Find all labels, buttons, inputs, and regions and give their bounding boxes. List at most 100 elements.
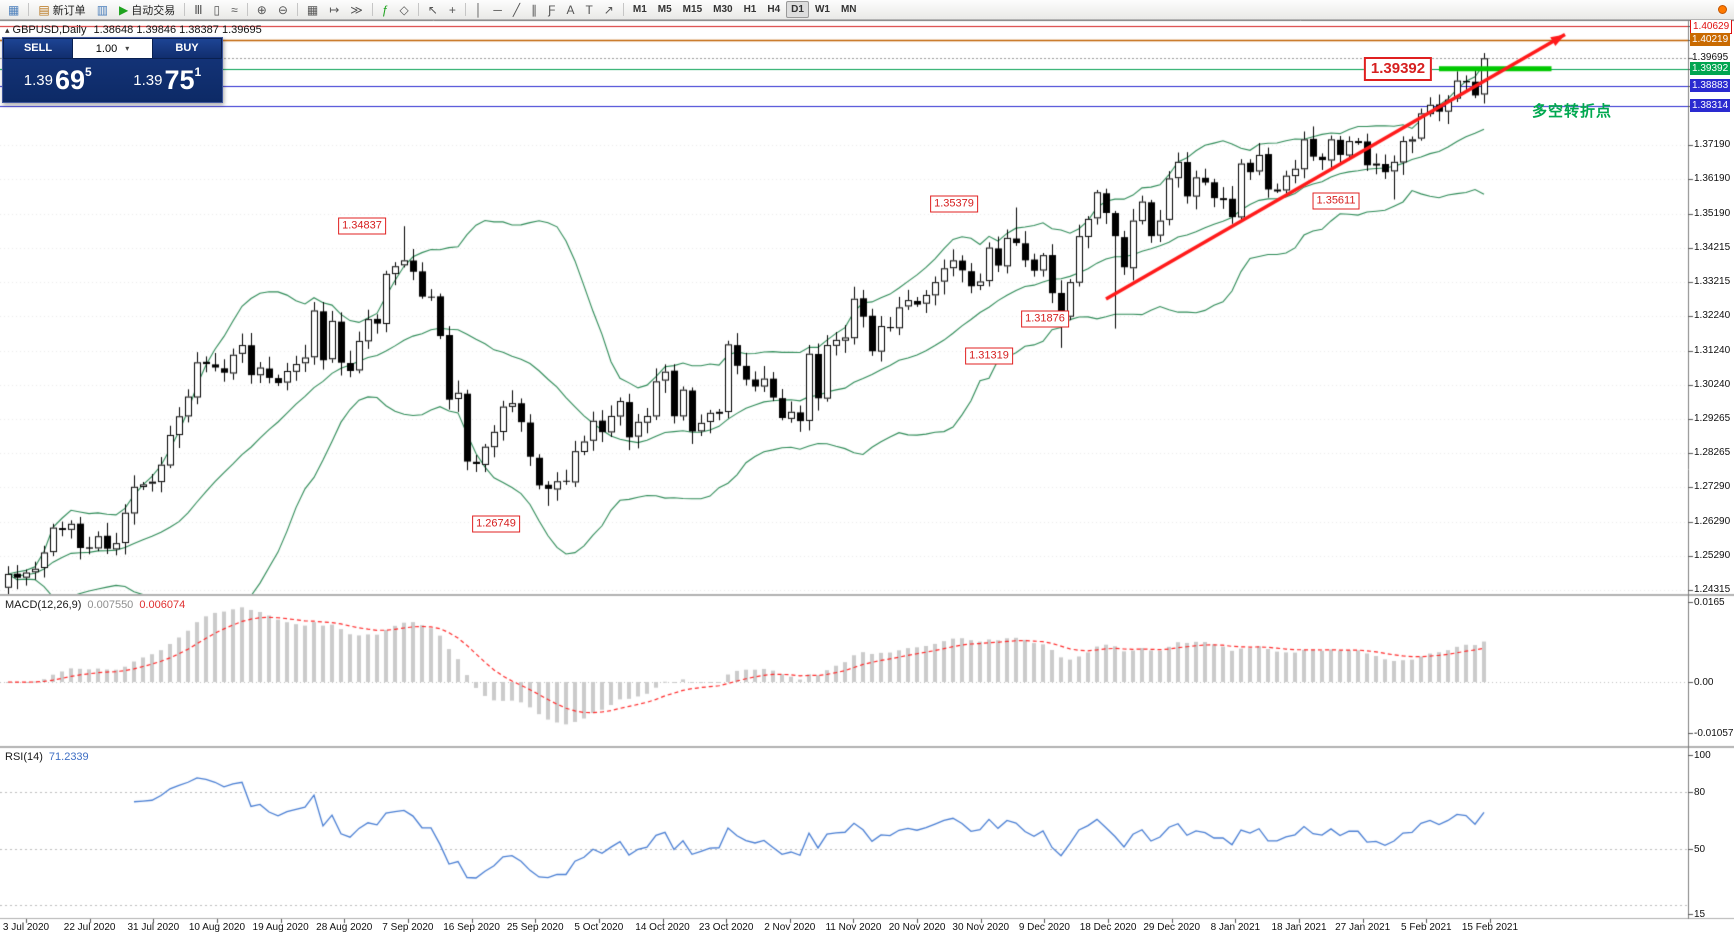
- auto-scroll-icon: ↦: [329, 2, 340, 17]
- chart-list-button[interactable]: ▥: [92, 1, 113, 18]
- sell-price[interactable]: 1.39 69 5: [3, 59, 113, 102]
- date-tick-label: 5 Oct 2020: [574, 922, 624, 933]
- auto-scroll-button[interactable]: ↦: [324, 1, 344, 18]
- timeframe-m5-button[interactable]: M5: [657, 4, 672, 15]
- price-tick-label: 1.28265: [1694, 447, 1731, 459]
- date-tick-label: 15 Feb 2021: [1461, 922, 1519, 933]
- date-tick-label: 16 Sep 2020: [443, 922, 500, 933]
- date-tick-label: 23 Oct 2020: [698, 922, 754, 933]
- chart-window-button[interactable]: ▦: [3, 1, 24, 18]
- autotrading-button[interactable]: ▶ 自动交易: [114, 1, 180, 18]
- tile-windows-button[interactable]: ▦: [302, 1, 323, 18]
- zoom-in-button[interactable]: ⊕: [252, 1, 272, 18]
- price-annotation[interactable]: 1.26749: [472, 515, 520, 533]
- main-toolbar: ▦ ▤ 新订单 ▥ ▶ 自动交易 Ⅲ ▯ ≈ ⊕ ⊖ ▦ ↦ ≫ ƒ ◇ ↖ + │ ─ ╱ ∥ Ƒ A T ↗ M1 M5 M15 M3…: [0, 0, 1734, 20]
- bar-chart-button[interactable]: Ⅲ: [189, 1, 207, 18]
- vertical-line-icon: │: [474, 2, 483, 17]
- price-annotation[interactable]: 1.39392: [1363, 56, 1433, 81]
- trendline-icon: ╱: [512, 2, 521, 17]
- fibonacci-button[interactable]: Ƒ: [543, 1, 560, 18]
- buy-price-figure: 1.39: [133, 72, 163, 89]
- price-tick-label: 1.30240: [1694, 379, 1731, 391]
- new-order-button[interactable]: ▤ 新订单: [33, 1, 90, 18]
- price-tick-label: 1.27290: [1694, 481, 1731, 493]
- cursor-icon: ↖: [427, 2, 438, 17]
- timeframe-w1-button[interactable]: W1: [814, 4, 830, 15]
- volume-dropdown-icon[interactable]: ▾: [125, 44, 130, 53]
- autotrading-icon: ▶: [119, 2, 129, 17]
- candlestick-chart-button[interactable]: ▯: [209, 1, 226, 18]
- tile-windows-icon: ▦: [306, 2, 319, 17]
- price-tick-label: 1.32240: [1694, 310, 1731, 322]
- bar-chart-icon: Ⅲ: [194, 2, 203, 17]
- rsi-name: RSI(14): [5, 751, 43, 763]
- toolbar-separator: [28, 3, 30, 16]
- timeframe-h1-button[interactable]: H1: [743, 4, 757, 15]
- toolbar-separator: [622, 3, 624, 16]
- objects-button[interactable]: ◇: [395, 1, 414, 18]
- sell-button[interactable]: SELL: [3, 38, 73, 59]
- one-click-trading-panel: SELL 1.00 ▾ BUY 1.39 69 5 1.39 75 1: [2, 37, 223, 103]
- alert-indicator-icon[interactable]: [1718, 5, 1727, 14]
- buy-price[interactable]: 1.39 75 1: [113, 59, 223, 102]
- zoom-out-icon: ⊖: [277, 2, 288, 17]
- price-annotation[interactable]: 1.35611: [1312, 192, 1360, 210]
- chart-symbol-icon: ▴: [5, 25, 10, 35]
- date-tick-label: 27 Jan 2021: [1335, 922, 1391, 933]
- volume-input[interactable]: 1.00 ▾: [73, 38, 152, 59]
- date-tick-label: 18 Jan 2021: [1271, 922, 1327, 933]
- rsi-tick-label: 100: [1694, 750, 1711, 761]
- text-button[interactable]: A: [561, 1, 579, 18]
- macd-signal-value: 0.006074: [139, 599, 186, 611]
- timeframe-m15-button[interactable]: M15: [682, 4, 703, 15]
- chart-title: ▴ GBPUSD,Daily 1.38648 1.39846 1.38387 1.3…: [5, 24, 262, 36]
- arrows-button[interactable]: ↗: [599, 1, 619, 18]
- date-tick-label: 14 Oct 2020: [635, 922, 690, 933]
- horizontal-line-button[interactable]: ─: [488, 1, 507, 18]
- price-tick-label: 1.26290: [1694, 515, 1731, 527]
- price-annotation[interactable]: 1.35379: [930, 195, 978, 212]
- trendline-button[interactable]: ╱: [508, 1, 525, 18]
- rsi-tick-label: 50: [1694, 843, 1706, 855]
- price-annotation[interactable]: 1.34837: [338, 217, 386, 235]
- timeframe-m1-button[interactable]: M1: [632, 4, 647, 15]
- rsi-tick-label: 15: [1694, 909, 1706, 920]
- price-level-label: 1.40219: [1690, 33, 1731, 47]
- buy-button[interactable]: BUY: [152, 38, 222, 59]
- date-tick-label: 7 Sep 2020: [382, 922, 434, 933]
- text-icon: A: [566, 2, 575, 17]
- chart-shift-icon: ≫: [350, 2, 363, 17]
- volume-value: 1.00: [95, 42, 118, 55]
- timeframe-m30-button[interactable]: M30: [713, 4, 733, 15]
- rsi-value: 71.2339: [48, 751, 89, 763]
- zoom-in-icon: ⊕: [256, 2, 267, 17]
- indicators-button[interactable]: ƒ: [377, 1, 394, 18]
- crosshair-button[interactable]: +: [444, 1, 461, 18]
- price-level-label: 1.38314: [1690, 99, 1731, 113]
- new-order-label: 新订单: [52, 4, 86, 17]
- cursor-button[interactable]: ↖: [423, 1, 443, 18]
- note-text[interactable]: 多空转折点: [1532, 103, 1613, 120]
- date-tick-label: 5 Feb 2021: [1400, 922, 1452, 933]
- timeframe-d1-button[interactable]: D1: [786, 1, 809, 18]
- zoom-out-button[interactable]: ⊖: [273, 1, 293, 18]
- price-tick-label: 1.34215: [1694, 241, 1731, 253]
- date-tick-label: 2 Nov 2020: [764, 922, 816, 933]
- toolbar-separator: [184, 3, 186, 16]
- text-label-button[interactable]: T: [580, 1, 597, 18]
- chart-shift-button[interactable]: ≫: [345, 1, 368, 18]
- vertical-line-button[interactable]: │: [470, 1, 488, 18]
- price-tick-label: 1.33215: [1694, 276, 1731, 288]
- line-chart-button[interactable]: ≈: [226, 1, 243, 18]
- date-tick-label: 31 Jul 2020: [127, 922, 180, 933]
- price-level-label: 1.38883: [1690, 79, 1731, 93]
- date-tick-label: 25 Sep 2020: [506, 922, 564, 933]
- price-annotation[interactable]: 1.31319: [965, 347, 1013, 365]
- price-annotation[interactable]: 1.31876: [1021, 310, 1069, 328]
- equidistant-channel-button[interactable]: ∥: [526, 1, 542, 18]
- sell-price-point: 5: [85, 65, 92, 79]
- chart-symbol-label: GBPUSD,Daily: [12, 24, 87, 36]
- timeframe-mn-button[interactable]: MN: [840, 4, 857, 15]
- chart-canvas[interactable]: [0, 20, 1734, 936]
- timeframe-h4-button[interactable]: H4: [767, 4, 781, 15]
